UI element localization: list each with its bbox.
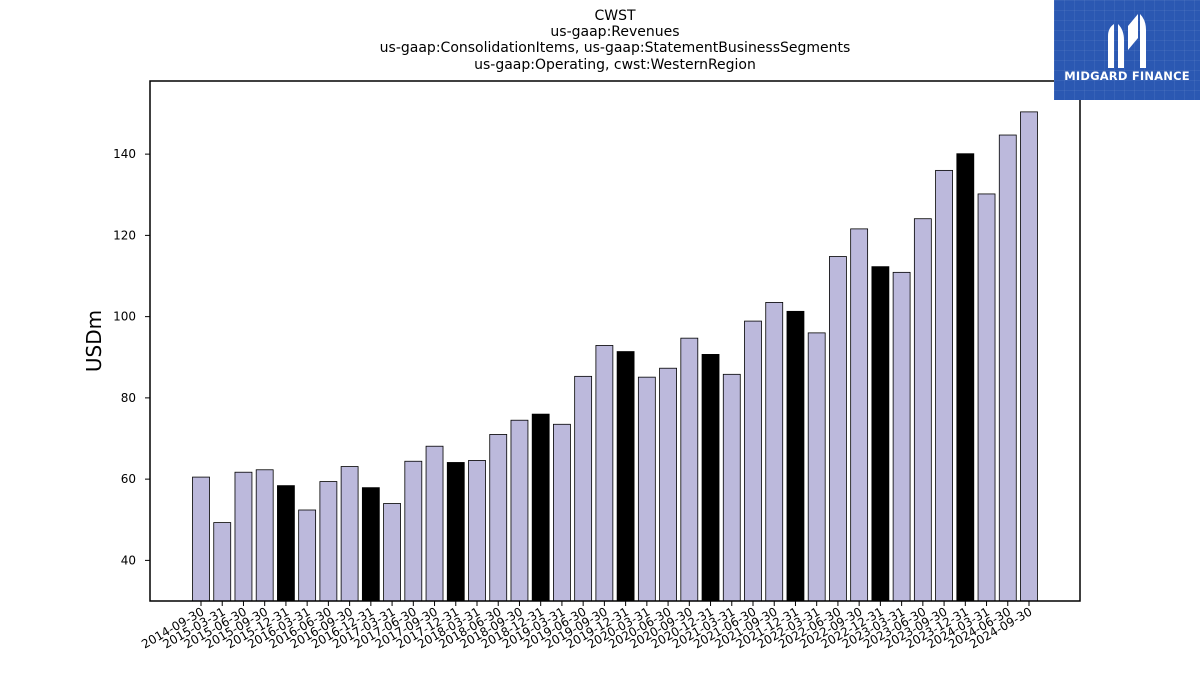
bar-2015-09-30 — [255, 469, 274, 602]
bar-2018-03-31 — [468, 460, 486, 602]
bar-2020-09-30 — [680, 337, 699, 602]
bar-2016-12-31 — [361, 487, 380, 602]
y-axis: 40 60 80 100 120 140 — [113, 147, 150, 567]
bar-2016-03-31 — [298, 509, 317, 602]
bar-2019-12-31 — [616, 351, 635, 602]
x-axis: 2014-09-302015-03-312015-06-302015-09-30… — [139, 601, 1035, 651]
bar-2020-12-31 — [701, 354, 720, 602]
bar-2024-06-30 — [998, 134, 1017, 602]
bar-2021-06-30 — [744, 320, 762, 602]
y-tick-label: 120 — [113, 228, 136, 242]
bar-2016-06-30 — [319, 481, 338, 602]
bar-2021-09-30 — [765, 302, 784, 602]
bar-2023-09-30 — [935, 169, 953, 602]
bar-2015-06-30 — [234, 471, 253, 602]
chart-title: CWST us-gaap:Revenues us-gaap:Consolidat… — [380, 8, 851, 73]
bar-2022-03-31 — [807, 332, 826, 602]
y-tick-label: 100 — [113, 310, 136, 324]
bar-2017-12-31 — [446, 462, 465, 602]
bar-2019-09-30 — [595, 345, 614, 602]
bar-2015-03-31 — [213, 522, 232, 602]
chart-title-line-2: us-gaap:Revenues — [550, 24, 679, 40]
y-tick-label: 80 — [121, 391, 136, 405]
bar-2018-12-31 — [531, 413, 550, 602]
bar-2020-03-31 — [637, 376, 656, 602]
bar-2019-03-31 — [553, 423, 571, 602]
bar-2016-09-30 — [340, 466, 359, 602]
y-axis-label: USDm — [82, 310, 106, 372]
bar-2023-06-30 — [913, 218, 932, 602]
bar-2023-03-31 — [892, 271, 911, 602]
bar-2018-09-30 — [510, 419, 529, 602]
bar-2023-12-31 — [956, 153, 975, 602]
plot-frame — [149, 80, 1081, 602]
bar-2024-03-31 — [977, 193, 996, 602]
midgard-logo-icon — [1108, 14, 1146, 68]
y-tick-label: 60 — [121, 472, 136, 486]
y-tick-label: 140 — [113, 147, 136, 161]
logo-text: MIDGARD FINANCE — [1064, 69, 1190, 83]
chart-title-line-3: us-gaap:ConsolidationItems, us-gaap:Stat… — [380, 40, 851, 56]
bar-2024-09-30 — [1020, 111, 1038, 602]
bar-2022-06-30 — [829, 256, 847, 602]
bar-2015-12-31 — [277, 485, 295, 602]
bar-2014-09-30 — [192, 476, 210, 602]
bar-2017-06-30 — [404, 460, 423, 602]
bar-2017-09-30 — [425, 445, 444, 602]
bar-2021-12-31 — [786, 310, 805, 602]
bar-2019-06-30 — [574, 375, 593, 602]
bar-2017-03-31 — [383, 503, 401, 602]
midgard-finance-logo: MIDGARD FINANCE — [1054, 0, 1200, 100]
bar-2022-09-30 — [850, 228, 869, 602]
bar-2022-12-31 — [871, 266, 890, 602]
bar-2018-06-30 — [489, 434, 508, 602]
bar-2020-06-30 — [659, 367, 677, 602]
bar-series — [192, 111, 1038, 602]
chart-title-line-4: us-gaap:Operating, cwst:WesternRegion — [474, 57, 756, 73]
bar-2021-03-31 — [722, 373, 741, 602]
chart-title-line-1: CWST — [594, 8, 636, 24]
y-tick-label: 40 — [121, 553, 136, 567]
